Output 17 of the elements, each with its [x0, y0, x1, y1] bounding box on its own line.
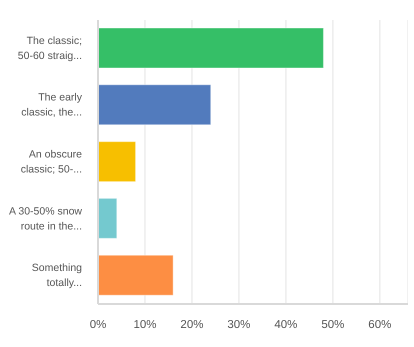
y-tick-label: The early classic, the... [21, 91, 83, 118]
y-tick-label: A 30-50% snow route in the... [9, 205, 82, 232]
bar [98, 254, 174, 296]
bar [98, 84, 212, 126]
x-tick-label: 0% [90, 319, 106, 332]
y-tick-label: An obscure classic; 50-... [20, 148, 82, 176]
x-tick-label: 10% [133, 319, 156, 332]
bar [98, 198, 118, 239]
x-tick-label: 40% [274, 319, 298, 332]
y-tick-label: The classic; 50-60 straig... [18, 34, 82, 62]
x-tick-label: 30% [227, 319, 250, 332]
x-tick-label: 50% [321, 319, 344, 332]
y-tick-label: Something totally... [32, 262, 82, 289]
bar [98, 141, 136, 182]
x-tick-label: 60% [368, 319, 392, 332]
x-tick-label: 20% [180, 319, 204, 332]
bar [98, 28, 324, 68]
